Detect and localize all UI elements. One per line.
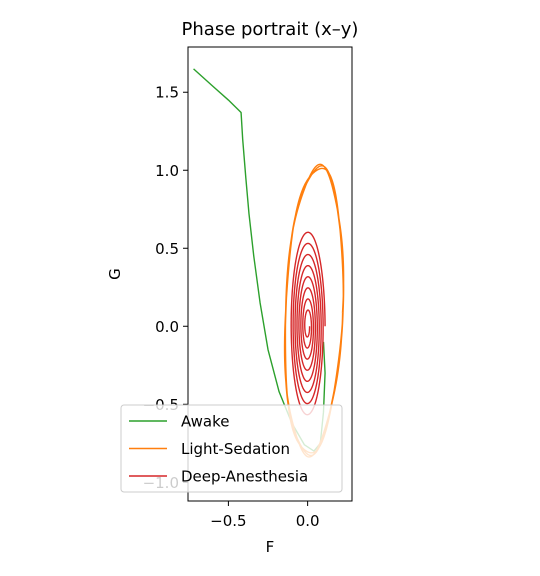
x-tick-label: −0.5 <box>210 512 246 530</box>
y-axis-label: G <box>106 268 124 280</box>
y-tick-label: 0.0 <box>155 318 179 336</box>
axes-frame <box>187 46 353 502</box>
y-tick-label: 1.0 <box>155 162 179 180</box>
legend-label: Light-Sedation <box>181 440 290 458</box>
legend: Awake Light-Sedation Deep-Anesthesia <box>120 404 343 493</box>
legend-label: Deep-Anesthesia <box>181 468 308 486</box>
legend-entries: Awake Light-Sedation Deep-Anesthesia <box>129 413 308 486</box>
series-line-deep-anesthesia <box>290 231 326 416</box>
series-line-light-sedation <box>283 163 345 458</box>
legend-box <box>120 404 343 493</box>
chart-title: Phase portrait (x–y) <box>182 19 359 40</box>
x-axis-label: F <box>266 538 275 556</box>
y-tick-label: 1.5 <box>155 84 179 102</box>
y-tick-label: 0.5 <box>155 240 179 258</box>
x-axis-ticks: −0.5 0.0 <box>210 501 320 530</box>
x-tick-label: 0.0 <box>296 512 320 530</box>
legend-label: Awake <box>181 413 230 431</box>
